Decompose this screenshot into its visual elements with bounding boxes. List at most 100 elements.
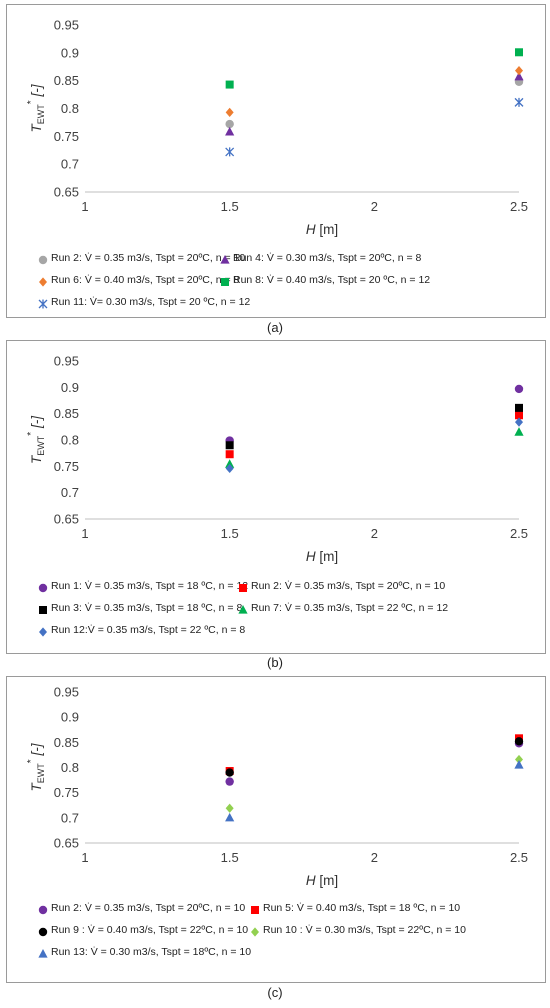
legend-marker-shape	[38, 584, 48, 593]
data-point-1-0	[225, 126, 235, 136]
data-point-2-1	[515, 66, 523, 76]
data-point-3-0	[225, 80, 234, 89]
y-tick-label: 0.7	[61, 157, 79, 172]
y-tick-label: 0.65	[54, 185, 79, 200]
x-tick-label: 1.5	[221, 526, 239, 541]
x-tick-label: 1	[81, 850, 88, 865]
x-tick-label: 2.5	[510, 850, 528, 865]
legend-marker-shape	[39, 627, 47, 637]
y-tick-label: 0.85	[54, 73, 79, 88]
data-point-1-1	[514, 71, 524, 81]
y-tick-label: 0.65	[54, 836, 79, 851]
legend-label: Run 8: V̇ = 0.40 m3/s, Tspt = 20 ºC, n =…	[233, 274, 431, 286]
legend-row: Run 13: V̇ = 0.30 m3/s, Tspt = 18ºC, n =…	[37, 941, 466, 963]
y-tick-label: 0.9	[61, 380, 79, 395]
legend-label: Run 2: V̇ = 0.35 m3/s, Tspt = 20ºC, n = …	[51, 252, 246, 264]
legend-marker-icon	[237, 580, 249, 593]
data-point-3-0	[225, 803, 234, 813]
y-tick-label: 0.65	[54, 512, 79, 527]
x-axis-title: H [m]	[306, 873, 338, 888]
data-point-1-1	[515, 411, 523, 420]
legend-marker-icon	[37, 902, 49, 915]
legend-marker-shape	[221, 278, 229, 287]
legend-row: Run 12:V̇ = 0.35 m3/s, Tspt = 22 ºC, n =…	[37, 619, 448, 641]
chart-plot-a: 0.65 0.7 0.75 0.8 0.85 0.9 0.95 1 1.5 2 2.5 H [m] TE…	[26, 18, 528, 238]
chart-panel-c: 0.65 0.7 0.75 0.8 0.85 0.9 0.95 1 1.5 2 2.5 H [m] TE…	[6, 676, 546, 983]
data-point-3-1	[515, 48, 523, 57]
legend-a: Run 2: V̇ = 0.35 m3/s, Tspt = 20ºC, n = …	[37, 247, 430, 313]
legend-entry: Run 13: V̇ = 0.30 m3/s, Tspt = 18ºC, n =…	[37, 941, 251, 963]
legend-marker-icon	[37, 946, 49, 958]
y-tick-label: 0.75	[54, 129, 79, 144]
legend-label: Run 2: V̇ = 0.35 m3/s, Tspt = 20ºC, n = …	[251, 580, 446, 592]
x-tick-label: 2	[371, 199, 378, 214]
x-tick-label: 2	[371, 526, 378, 541]
legend-row: Run 3: V̇ = 0.35 m3/s, Tspt = 18 ºC, n =…	[37, 597, 448, 619]
x-axis-title: H [m]	[306, 222, 338, 237]
data-point-2-1	[515, 403, 523, 412]
x-tick-label: 1.5	[221, 199, 239, 214]
data-point-0-0	[225, 119, 234, 129]
caption-c: (c)	[267, 985, 283, 1000]
y-tick-label: 0.9	[61, 45, 79, 60]
legend-row: Run 9 : V̇ = 0.40 m3/s, Tspt = 22ºC, n =…	[37, 919, 466, 941]
data-point-2-0	[225, 768, 234, 777]
caption-a: (a)	[267, 320, 283, 335]
x-tick-label: 1	[81, 199, 88, 214]
legend-entry: Run 1: V̇ = 0.35 m3/s, Tspt = 18 ºC, n =…	[37, 575, 248, 597]
legend-marker-icon	[37, 252, 49, 265]
legend-entry: Run 6: V̇ = 0.40 m3/s, Tspt = 20ºC, n = …	[37, 269, 239, 291]
legend-label: Run 10 : V̇ = 0.30 m3/s, Tspt = 22ºC, n …	[263, 924, 466, 936]
x-tick-label: 2.5	[510, 526, 528, 541]
y-tick-label: 0.8	[61, 760, 79, 775]
y-tick-label: 0.8	[61, 101, 79, 116]
y-tick-label: 0.95	[54, 18, 79, 33]
chart-plot-c: 0.65 0.7 0.75 0.8 0.85 0.9 0.95 1 1.5 2 2.5 H [m] TE…	[26, 685, 528, 889]
data-point-4-1	[514, 759, 524, 769]
legend-label: Run 6: V̇ = 0.40 m3/s, Tspt = 20ºC, n = …	[51, 274, 240, 286]
legend-marker-shape	[39, 606, 47, 615]
y-tick-label: 0.75	[54, 785, 79, 800]
legend-label: Run 7: V̇ = 0.35 m3/s, Tspt = 22 ºC, n =…	[251, 602, 449, 614]
data-point-3-1	[515, 754, 523, 765]
legend-marker-icon	[219, 252, 231, 264]
legend-label: Run 3: V̇ = 0.35 m3/s, Tspt = 18 ºC, n =…	[51, 602, 243, 614]
y-axis-title: TEWT* [-]	[26, 415, 46, 464]
data-point-4-1	[514, 97, 524, 107]
y-tick-label: 0.85	[54, 406, 79, 421]
legend-row: Run 1: V̇ = 0.35 m3/s, Tspt = 18 ºC, n =…	[37, 575, 448, 597]
data-point-2-0	[225, 107, 234, 117]
legend-entry: Run 11: V̇= 0.30 m3/s, Tspt = 20 ºC, n =…	[37, 291, 250, 313]
legend-entry: Run 10 : V̇ = 0.30 m3/s, Tspt = 22ºC, n …	[249, 919, 466, 941]
data-point-4-0	[225, 812, 235, 822]
legend-label: Run 11: V̇= 0.30 m3/s, Tspt = 20 ºC, n =…	[51, 296, 251, 308]
legend-marker-icon	[249, 924, 261, 937]
legend-label: Run 13: V̇ = 0.30 m3/s, Tspt = 18ºC, n =…	[51, 946, 252, 958]
legend-entry: Run 3: V̇ = 0.35 m3/s, Tspt = 18 ºC, n =…	[37, 597, 242, 619]
data-point-2-0	[225, 441, 234, 450]
legend-marker-shape	[238, 605, 248, 614]
legend-marker-icon	[237, 602, 249, 614]
y-tick-label: 0.7	[61, 810, 79, 825]
y-axis-title: TEWT* [-]	[26, 742, 46, 791]
legend-marker-icon	[37, 624, 49, 637]
data-point-4-0	[225, 147, 235, 157]
legend-entry: Run 8: V̇ = 0.40 m3/s, Tspt = 20 ºC, n =…	[219, 269, 430, 291]
legend-marker-icon	[219, 274, 231, 287]
legend-entry: Run 2: V̇ = 0.35 m3/s, Tspt = 20ºC, n = …	[237, 575, 445, 597]
y-tick-label: 0.9	[61, 710, 79, 725]
chart-plot-b: 0.65 0.7 0.75 0.8 0.85 0.9 0.95 1 1.5 2 2.5 H [m] TE…	[26, 354, 528, 565]
data-point-0-0	[225, 777, 234, 786]
y-tick-label: 0.95	[54, 354, 79, 369]
legend-row: Run 2: V̇ = 0.35 m3/s, Tspt = 20ºC, n = …	[37, 247, 430, 269]
legend-marker-shape	[38, 928, 48, 937]
x-axis-title: H [m]	[306, 549, 338, 564]
legend-label: Run 4: V̇ = 0.30 m3/s, Tspt = 20ºC, n = …	[233, 252, 422, 264]
legend-entry: Run 7: V̇ = 0.35 m3/s, Tspt = 22 ºC, n =…	[237, 597, 448, 619]
data-point-3-0	[225, 459, 235, 468]
caption-b: (b)	[267, 655, 283, 670]
x-tick-label: 2	[371, 850, 378, 865]
legend-marker-icon	[37, 274, 49, 287]
legend-marker-icon	[249, 902, 261, 915]
legend-label: Run 9 : V̇ = 0.40 m3/s, Tspt = 22ºC, n =…	[51, 924, 249, 936]
